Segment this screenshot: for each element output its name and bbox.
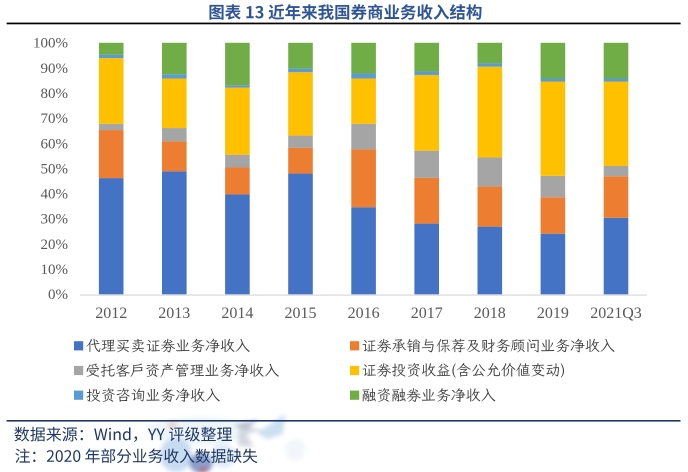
svg-text:2018: 2018 [474, 305, 506, 322]
svg-text:2013: 2013 [158, 305, 190, 322]
svg-text:90%: 90% [41, 61, 69, 77]
svg-text:2016: 2016 [348, 305, 380, 322]
svg-text:10%: 10% [41, 262, 69, 278]
svg-text:2015: 2015 [285, 305, 317, 322]
svg-text:50%: 50% [41, 161, 69, 177]
svg-text:2014: 2014 [221, 305, 253, 322]
svg-text:80%: 80% [41, 86, 69, 102]
svg-text:2017: 2017 [411, 305, 443, 322]
svg-text:2019: 2019 [537, 305, 569, 322]
svg-text:2021Q3: 2021Q3 [590, 305, 642, 322]
svg-text:100%: 100% [33, 36, 68, 52]
svg-text:60%: 60% [41, 136, 69, 152]
svg-text:30%: 30% [41, 212, 69, 228]
svg-text:0%: 0% [48, 287, 68, 303]
svg-text:2012: 2012 [95, 305, 127, 322]
svg-text:40%: 40% [41, 187, 69, 203]
svg-text:70%: 70% [41, 111, 69, 127]
svg-text:20%: 20% [41, 237, 69, 253]
